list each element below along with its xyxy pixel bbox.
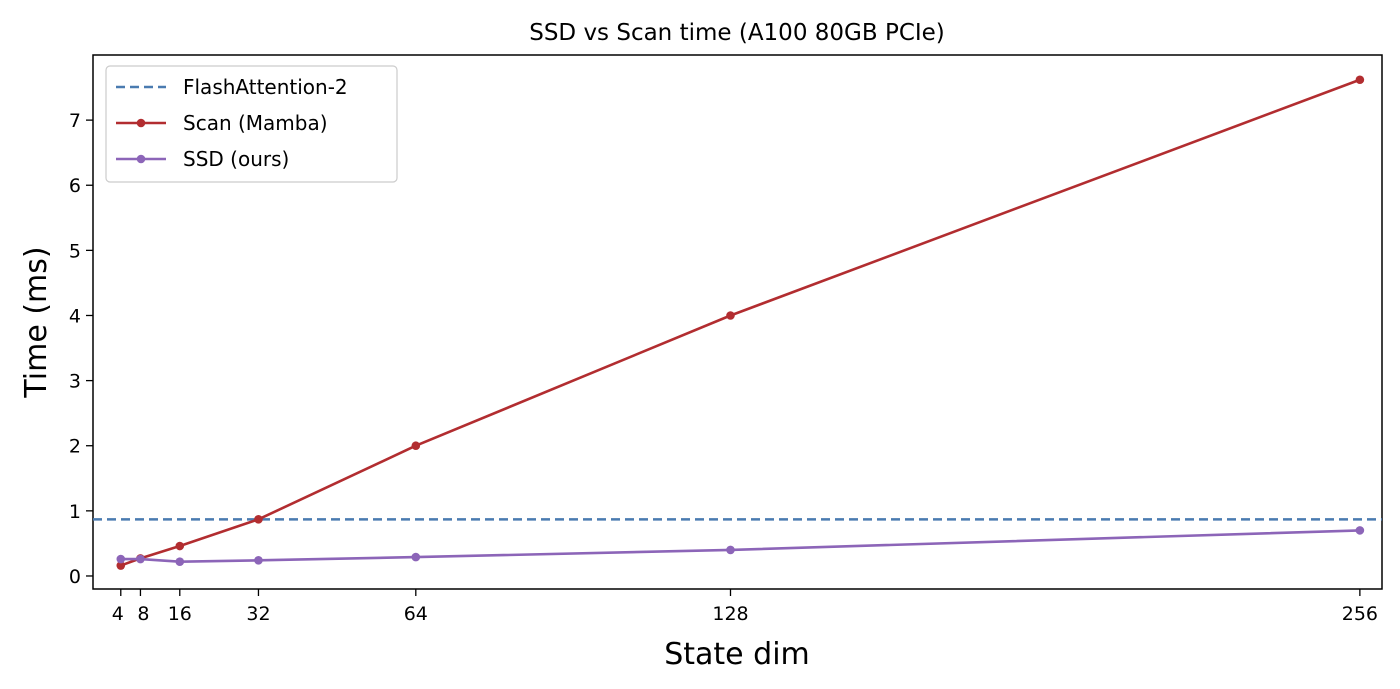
legend: FlashAttention-2 Scan (Mamba) SSD (ours)	[105, 65, 398, 183]
legend-label: Scan (Mamba)	[183, 111, 328, 135]
plot-layer	[93, 75, 1382, 570]
y-tick-label: 7	[69, 110, 81, 132]
series-1-point	[1355, 526, 1365, 535]
legend-swatch-marker	[136, 118, 146, 128]
x-tick-label: 16	[168, 603, 192, 625]
series-0-point	[254, 515, 263, 524]
y-tick-label: 0	[69, 566, 81, 588]
y-axis: 0 1 2 3 4 5 6 7	[69, 110, 93, 588]
series-0-point	[1355, 75, 1365, 85]
series-1-point	[726, 545, 735, 555]
x-axis: 4 8 16 32 64 128 256	[112, 589, 1378, 625]
y-axis-label: Time (ms)	[19, 246, 54, 398]
x-tick-label: 4	[112, 603, 124, 625]
y-tick-label: 1	[69, 501, 81, 523]
series-1-point	[254, 556, 263, 565]
series-0-point	[726, 311, 735, 320]
series-1-point	[116, 554, 126, 564]
legend-label: FlashAttention-2	[183, 75, 348, 99]
x-axis-label: State dim	[664, 637, 810, 672]
y-tick-label: 6	[69, 175, 81, 197]
y-tick-label: 2	[69, 436, 81, 458]
y-tick-label: 3	[69, 371, 81, 393]
legend-label: SSD (ours)	[183, 147, 289, 171]
legend-swatch-marker	[136, 154, 146, 164]
y-tick-label: 4	[69, 305, 81, 327]
series-0-point	[116, 561, 126, 570]
x-tick-label: 8	[137, 603, 149, 625]
chart-title: SSD vs Scan time (A100 80GB PCIe)	[529, 20, 945, 46]
y-tick-label: 5	[69, 240, 81, 262]
series-1-point	[175, 557, 185, 566]
x-tick-label: 128	[712, 603, 748, 625]
x-tick-label: 256	[1342, 603, 1378, 625]
series-1-point	[136, 554, 145, 564]
series-1-point	[411, 552, 421, 562]
x-tick-label: 32	[246, 603, 270, 625]
series-0-point	[175, 541, 185, 551]
series-0-point	[411, 441, 421, 451]
legend-box	[105, 65, 398, 183]
x-tick-label: 64	[404, 603, 428, 625]
